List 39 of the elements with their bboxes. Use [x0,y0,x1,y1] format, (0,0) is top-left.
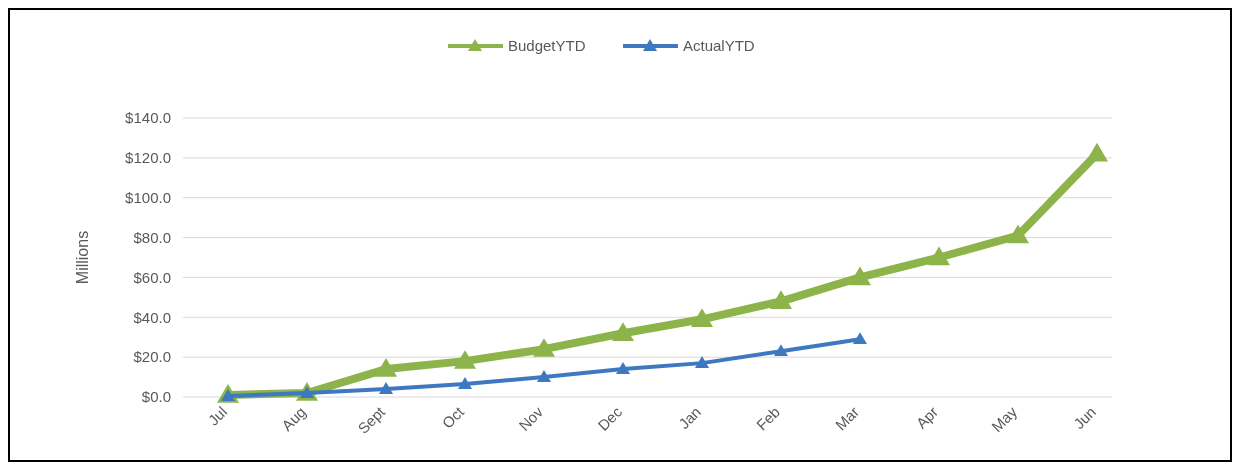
point [774,344,788,357]
legend-label: BudgetYTD [508,37,586,55]
y-tick-label: $80.0 [133,228,171,246]
x-tick-label: Dec [594,402,626,434]
point [379,382,393,394]
point [454,350,476,369]
x-tick-label: Jun [1070,403,1100,433]
y-tick-label: $40.0 [133,308,171,326]
point [928,246,950,266]
x-tick-label: Oct [438,402,468,432]
x-tick-label: Apr [912,403,942,432]
x-tick-label: Nov [515,402,547,434]
x-tick-label: Mar [831,403,863,434]
y-tick-label: $140.0 [125,109,171,127]
point [375,358,397,377]
legend-label: ActualYTD [683,37,755,55]
point [853,332,867,345]
point [1007,224,1029,244]
x-tick-label: May [988,402,1021,436]
point [1086,142,1108,162]
x-tick-label: Jan [675,403,705,433]
y-axis-title: Millions [74,230,91,285]
point [770,290,792,310]
point [849,266,871,286]
point [537,370,551,382]
y-tick-label: $0.0 [141,388,171,406]
point [458,377,472,389]
y-tick-label: $120.0 [125,149,171,167]
x-tick-label: Feb [752,403,784,434]
x-tick-label: Aug [278,403,310,434]
y-tick-label: $100.0 [125,188,171,206]
x-tick-label: Jul [204,403,231,429]
point [612,322,634,341]
point [533,338,555,357]
point [695,356,709,369]
y-tick-label: $20.0 [133,348,171,366]
y-tick-label: $60.0 [133,268,171,286]
point [616,362,630,374]
point [691,308,713,327]
